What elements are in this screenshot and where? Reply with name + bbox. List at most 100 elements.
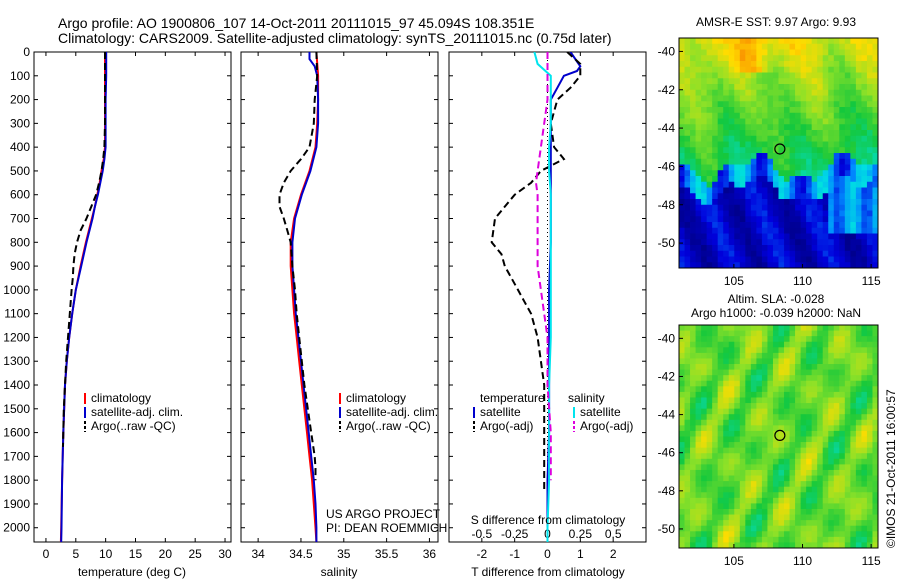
map-cell bbox=[833, 216, 840, 223]
map-cell bbox=[850, 78, 857, 85]
map-cell bbox=[690, 222, 696, 229]
map-cell bbox=[866, 170, 873, 177]
map-cell bbox=[717, 447, 724, 454]
map-cell bbox=[866, 43, 873, 50]
map-cell bbox=[728, 330, 735, 337]
map-cell bbox=[679, 222, 685, 229]
map-cell bbox=[734, 101, 741, 108]
map-cell bbox=[866, 38, 873, 45]
xtick-label-salinity: -0.25 bbox=[501, 527, 529, 541]
map-cell bbox=[761, 525, 768, 532]
map-cell bbox=[728, 542, 735, 549]
map-cell bbox=[690, 397, 696, 404]
map-cell bbox=[690, 245, 696, 252]
map-cell bbox=[723, 425, 730, 432]
map-cell bbox=[690, 525, 696, 532]
map-cell bbox=[739, 43, 746, 50]
map-cell bbox=[772, 464, 779, 471]
map-cell bbox=[734, 262, 741, 269]
map-cell bbox=[772, 397, 779, 404]
map-cell bbox=[872, 89, 879, 96]
map-cell bbox=[761, 158, 768, 165]
map-cell bbox=[690, 170, 696, 177]
map-cell bbox=[866, 364, 873, 370]
map-cell bbox=[855, 508, 862, 515]
map-cell bbox=[695, 486, 702, 493]
map-cell bbox=[784, 458, 790, 465]
map-cell bbox=[844, 66, 851, 73]
map-cell bbox=[723, 492, 730, 499]
map-cell bbox=[761, 78, 768, 85]
map-cell bbox=[684, 118, 691, 125]
map-cell bbox=[712, 425, 719, 432]
map-cell bbox=[701, 49, 708, 56]
map-cell bbox=[739, 447, 746, 454]
map-cell bbox=[690, 78, 696, 85]
map-cell bbox=[806, 520, 813, 527]
map-cell bbox=[728, 222, 735, 229]
map-cell bbox=[833, 118, 840, 125]
map-cell bbox=[861, 187, 868, 194]
map-cell bbox=[772, 503, 779, 510]
map-cell bbox=[833, 158, 840, 165]
map-cell bbox=[739, 469, 746, 476]
map-cell bbox=[706, 204, 713, 211]
map-cell bbox=[784, 227, 790, 234]
map-cell bbox=[872, 256, 879, 263]
map-cell bbox=[750, 414, 757, 421]
map-cell bbox=[701, 112, 708, 119]
map-cell bbox=[817, 38, 824, 45]
map-cell bbox=[817, 330, 824, 337]
map-cell bbox=[756, 135, 763, 142]
map-cell bbox=[739, 458, 746, 465]
map-cell bbox=[811, 130, 818, 137]
map-cell bbox=[728, 503, 735, 510]
map-cell bbox=[778, 520, 785, 527]
map-cell bbox=[756, 107, 763, 114]
map-cell bbox=[739, 414, 746, 421]
map-cell bbox=[861, 464, 868, 471]
map-cell bbox=[701, 43, 708, 50]
map-cell bbox=[872, 227, 879, 234]
map-cell bbox=[750, 256, 757, 263]
map-cell bbox=[822, 464, 829, 471]
map-cell bbox=[761, 341, 768, 348]
map-cell bbox=[756, 250, 763, 257]
map-cell bbox=[717, 204, 724, 211]
map-cell bbox=[695, 458, 702, 465]
map-cell bbox=[784, 475, 790, 482]
map-cell bbox=[855, 397, 862, 404]
map-cell bbox=[756, 386, 763, 393]
map-cell bbox=[750, 408, 757, 415]
map-cell bbox=[822, 503, 829, 510]
legend-label: satellite bbox=[480, 405, 521, 419]
map-cell bbox=[712, 176, 719, 183]
legend-label: Argo(-adj) bbox=[480, 419, 533, 433]
map-cell bbox=[684, 84, 691, 91]
map-cell bbox=[839, 250, 846, 257]
map-cell bbox=[701, 153, 708, 160]
map-cell bbox=[850, 358, 857, 365]
map-cell bbox=[817, 78, 824, 85]
map-cell bbox=[789, 520, 796, 527]
map-cell bbox=[684, 147, 691, 154]
map-cell bbox=[761, 475, 768, 482]
map-cell bbox=[861, 101, 868, 108]
map-cell bbox=[767, 72, 774, 79]
map-cell bbox=[723, 486, 730, 493]
map-cell bbox=[866, 216, 873, 223]
map-cell bbox=[850, 430, 857, 437]
map-cell bbox=[778, 364, 785, 370]
map-cell bbox=[723, 458, 730, 465]
lat-tick-label: -40 bbox=[658, 331, 676, 345]
map-cell bbox=[690, 492, 696, 499]
map-cell bbox=[767, 84, 774, 91]
map-cell bbox=[772, 531, 779, 538]
map-cell bbox=[822, 364, 829, 370]
map-cell bbox=[739, 330, 746, 337]
map-cell bbox=[806, 492, 813, 499]
map-cell bbox=[850, 391, 857, 398]
map-cell bbox=[822, 458, 829, 465]
map-cell bbox=[695, 66, 702, 73]
map-cell bbox=[866, 210, 873, 217]
